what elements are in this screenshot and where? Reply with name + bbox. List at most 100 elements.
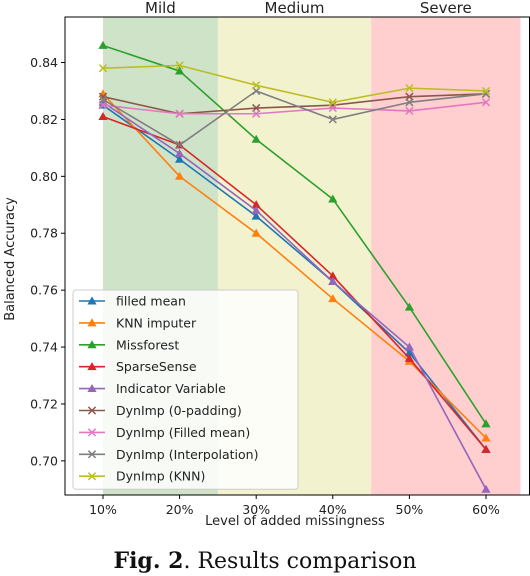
legend-swatch-marker <box>87 296 97 305</box>
series-line <box>102 104 487 450</box>
y-tick-label: 0.84 <box>30 55 58 70</box>
data-point <box>98 64 108 73</box>
legend-box <box>72 289 299 490</box>
data-point <box>175 61 184 70</box>
series-line <box>102 90 487 146</box>
data-point <box>175 154 185 163</box>
figure-caption-label: Fig. 2 <box>113 548 184 574</box>
legend-item-dynimp-knn: DynImp (KNN) <box>79 469 205 484</box>
data-point <box>328 271 338 280</box>
data-point <box>251 134 261 143</box>
series-line <box>102 101 487 115</box>
series-line <box>102 64 487 104</box>
data-point <box>481 98 491 107</box>
data-point <box>328 277 338 286</box>
data-point <box>251 205 261 214</box>
legend: filled mean KNN imputer Missforest SparseSe… <box>72 289 299 490</box>
legend-swatch-marker <box>87 340 97 349</box>
data-point <box>404 348 414 357</box>
legend-swatch-marker <box>87 318 97 327</box>
legend-label: DynImp (Interpolation) <box>116 447 258 462</box>
data-point <box>251 211 261 220</box>
y-axis: 0.70 0.72 0.74 0.76 0.78 0.80 0.82 0.84 <box>30 55 65 468</box>
data-point <box>328 294 338 303</box>
data-point <box>328 194 338 203</box>
series-line <box>102 101 487 490</box>
legend-item-filled-mean: filled mean <box>79 294 186 309</box>
data-point <box>251 200 261 209</box>
data-point <box>175 148 185 158</box>
region-label-mild: Mild <box>145 0 176 17</box>
data-series <box>98 40 491 493</box>
y-tick-label: 0.80 <box>30 169 58 184</box>
legend-label: DynImp (0-padding) <box>116 403 242 418</box>
series-missforest <box>98 40 491 428</box>
y-tick-label: 0.78 <box>30 226 58 241</box>
legend-swatch-marker <box>87 428 97 437</box>
legend-label: Missforest <box>116 337 179 352</box>
data-point <box>98 111 108 121</box>
data-point <box>252 109 261 118</box>
data-point <box>328 98 337 107</box>
legend-item-sparsesense: SparseSense <box>79 359 197 374</box>
legend-item-missforest: Missforest <box>79 337 179 352</box>
y-tick-label: 0.82 <box>30 112 58 127</box>
legend-item-dynimp-interpolation: DynImp (Interpolation) <box>79 447 258 462</box>
data-point <box>481 419 491 428</box>
data-point <box>481 444 491 453</box>
series-dynimp-knn <box>98 61 491 107</box>
data-point <box>98 40 108 49</box>
legend-item-dynimp-filled-mean: DynImp (Filled mean) <box>79 425 250 440</box>
y-tick-label: 0.72 <box>30 396 58 411</box>
y-tick-label: 0.70 <box>30 453 58 468</box>
data-point <box>404 302 414 311</box>
legend-label: DynImp (Filled mean) <box>116 425 250 440</box>
legend-swatch-marker <box>87 450 97 459</box>
x-axis: 10% 20% 30% 40% 50% 60% <box>89 495 500 517</box>
x-tick-label: 40% <box>319 502 347 517</box>
series-line <box>102 93 487 115</box>
legend-swatch-marker <box>87 384 97 393</box>
x-tick-label: 10% <box>89 502 117 517</box>
region-labels: Mild Medium Severe <box>145 0 472 17</box>
data-point <box>328 115 337 124</box>
legend-label: DynImp (KNN) <box>116 469 205 484</box>
legend-item-knn-imputer: KNN imputer <box>79 315 197 330</box>
y-axis-label: Balanced Accuracy <box>3 197 18 321</box>
data-point <box>405 106 414 116</box>
legend-swatch-marker <box>87 472 97 481</box>
data-point <box>405 98 414 107</box>
legend-swatch-marker <box>87 362 97 371</box>
data-point <box>481 484 491 493</box>
missingness-regions <box>103 17 521 495</box>
data-point <box>251 228 261 237</box>
data-point <box>175 140 184 150</box>
data-point <box>98 95 108 104</box>
data-point <box>405 84 414 93</box>
legend-label: SparseSense <box>116 359 197 374</box>
data-point <box>252 81 261 90</box>
x-tick-label: 30% <box>242 502 270 517</box>
region-label-medium: Medium <box>265 0 325 17</box>
data-point <box>481 86 491 96</box>
data-point <box>98 92 108 101</box>
x-tick-label: 20% <box>166 502 194 517</box>
x-tick-label: 60% <box>472 502 500 517</box>
x-axis-label: Level of added missingness <box>205 514 385 529</box>
data-point <box>404 353 414 362</box>
figure-caption-text: . Results comparison <box>183 549 417 574</box>
legend-item-dynimp-0-padding: DynImp (0-padding) <box>79 403 242 418</box>
data-point <box>481 433 491 442</box>
y-tick-label: 0.76 <box>30 283 58 298</box>
legend-item-indicator-variable: Indicator Variable <box>79 381 226 396</box>
figure-caption: Fig. 2. Results comparison <box>0 548 530 574</box>
legend-label: filled mean <box>116 294 186 309</box>
data-point <box>175 66 185 75</box>
data-point <box>404 342 414 351</box>
data-point <box>175 109 184 118</box>
series-line <box>102 115 487 450</box>
y-tick-label: 0.74 <box>30 340 58 355</box>
x-tick-label: 50% <box>396 502 424 517</box>
legend-label: KNN imputer <box>116 315 197 330</box>
